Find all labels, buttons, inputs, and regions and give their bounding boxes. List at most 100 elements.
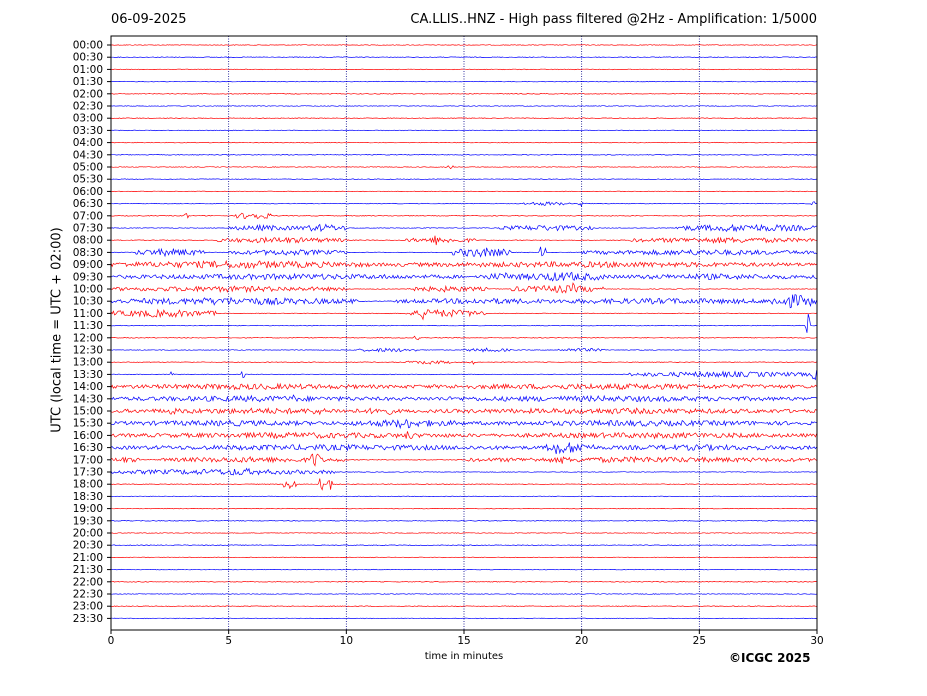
- y-tick-label: 17:00: [73, 454, 103, 466]
- trace-1300: [110, 360, 817, 365]
- y-tick-label: 18:30: [73, 491, 103, 503]
- trace-2100: [110, 556, 817, 559]
- y-tick-label: 18:00: [73, 479, 103, 491]
- trace-1230: [110, 347, 817, 353]
- x-tick-label: 0: [108, 635, 115, 647]
- trace-0400: [110, 141, 817, 144]
- y-tick-label: 04:30: [73, 149, 103, 161]
- y-tick-label: 01:30: [73, 76, 103, 88]
- trace-1630: [110, 442, 817, 455]
- y-tick-label: 12:30: [73, 345, 103, 357]
- y-tick-label: 20:00: [73, 528, 103, 540]
- trace-1600: [110, 431, 817, 440]
- trace-1700: [110, 453, 817, 467]
- trace-2030: [110, 544, 817, 546]
- trace-1900: [110, 507, 817, 510]
- trace-0300: [110, 117, 817, 119]
- y-tick-label: 02:30: [73, 101, 103, 113]
- trace-0500: [110, 165, 817, 170]
- y-tick-label: 08:00: [73, 235, 103, 247]
- trace-1400: [110, 382, 817, 391]
- trace-1000: [110, 282, 817, 294]
- trace-0930: [110, 271, 817, 282]
- trace-2300: [110, 605, 817, 607]
- x-tick-label: 20: [575, 635, 588, 647]
- trace-0030: [110, 56, 817, 58]
- x-tick-label: 10: [340, 635, 353, 647]
- x-tick-label: 25: [693, 635, 706, 647]
- trace-0430: [110, 154, 817, 156]
- copyright-label: ©ICGC 2025: [729, 651, 811, 665]
- y-axis-ticks: 00:0000:3001:0001:3002:0002:3003:0003:30…: [73, 40, 111, 625]
- trace-1500: [110, 407, 817, 416]
- y-tick-label: 05:00: [73, 162, 103, 174]
- y-tick-label: 19:00: [73, 503, 103, 515]
- trace-1030: [110, 294, 817, 309]
- y-tick-label: 07:30: [73, 223, 103, 235]
- y-tick-label: 09:00: [73, 259, 103, 271]
- trace-0530: [110, 178, 817, 180]
- y-tick-label: 23:30: [73, 613, 103, 625]
- trace-1330: [110, 370, 817, 381]
- y-tick-label: 06:00: [73, 186, 103, 198]
- x-axis-label: time in minutes: [424, 651, 504, 662]
- trace-0230: [110, 105, 817, 107]
- y-tick-label: 04:00: [73, 137, 103, 149]
- trace-0830: [110, 246, 817, 258]
- y-tick-label: 01:00: [73, 64, 103, 76]
- y-tick-label: 12:00: [73, 332, 103, 344]
- y-tick-label: 02:00: [73, 88, 103, 100]
- y-tick-label: 10:30: [73, 296, 103, 308]
- plot-frame: [110, 35, 818, 631]
- trace-group: [110, 44, 817, 620]
- y-tick-label: 09:30: [73, 271, 103, 283]
- trace-0200: [110, 93, 817, 95]
- y-tick-label: 21:30: [73, 564, 103, 576]
- date-label: 06-09-2025: [111, 12, 187, 27]
- y-tick-label: 08:30: [73, 247, 103, 259]
- trace-1530: [110, 418, 817, 430]
- y-tick-label: 23:00: [73, 601, 103, 613]
- trace-1100: [110, 308, 817, 321]
- y-tick-label: 13:00: [73, 357, 103, 369]
- trace-2000: [110, 532, 817, 534]
- y-tick-label: 16:00: [73, 430, 103, 442]
- y-tick-label: 07:00: [73, 210, 103, 222]
- x-axis-ticks: 0 5 10 15 20 25 30: [108, 630, 824, 647]
- y-tick-label: 03:30: [73, 125, 103, 137]
- y-tick-label: 14:00: [73, 381, 103, 393]
- trace-1200: [110, 335, 817, 341]
- trace-1430: [110, 394, 817, 403]
- y-tick-label: 21:00: [73, 552, 103, 564]
- x-tick-label: 5: [225, 635, 232, 647]
- vertical-gridlines: [228, 36, 700, 630]
- y-tick-label: 05:30: [73, 174, 103, 186]
- trace-1730: [110, 467, 817, 476]
- trace-1930: [110, 520, 817, 522]
- y-tick-label: 06:30: [73, 198, 103, 210]
- trace-2230: [110, 593, 817, 595]
- x-tick-label: 15: [457, 635, 470, 647]
- y-tick-label: 11:00: [73, 308, 103, 320]
- trace-1130: [110, 313, 817, 333]
- trace-0900: [110, 259, 817, 270]
- y-tick-label: 16:30: [73, 442, 103, 454]
- trace-0000: [110, 44, 817, 46]
- x-tick-label: 30: [810, 635, 823, 647]
- trace-1800: [110, 478, 817, 491]
- y-tick-label: 00:00: [73, 40, 103, 52]
- trace-0800: [110, 235, 817, 246]
- y-tick-label: 22:30: [73, 589, 103, 601]
- y-tick-label: 17:30: [73, 467, 103, 479]
- y-tick-label: 15:00: [73, 406, 103, 418]
- trace-1830: [110, 495, 817, 498]
- trace-0330: [110, 129, 817, 132]
- trace-0730: [110, 223, 817, 233]
- y-tick-label: 20:30: [73, 540, 103, 552]
- chart-title: CA.LLIS..HNZ - High pass filtered @2Hz -…: [410, 12, 817, 27]
- y-tick-label: 19:30: [73, 515, 103, 527]
- trace-2330: [110, 617, 817, 620]
- y-tick-label: 03:00: [73, 113, 103, 125]
- y-tick-label: 22:00: [73, 576, 103, 588]
- y-tick-label: 15:30: [73, 418, 103, 430]
